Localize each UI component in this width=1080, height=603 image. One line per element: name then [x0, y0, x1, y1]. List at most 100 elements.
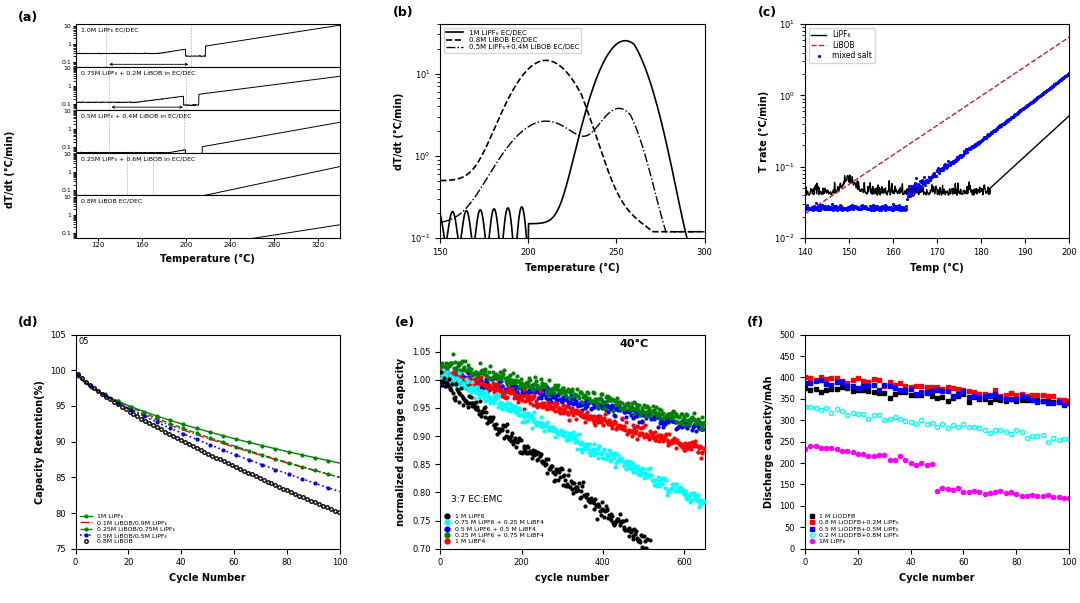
- Point: [591, 395, 608, 405]
- Point: [671, 440, 688, 450]
- Point: [463, 369, 481, 379]
- Point: [617, 526, 634, 535]
- Point: [435, 367, 453, 377]
- Point: [597, 501, 615, 511]
- Point: [441, 384, 458, 394]
- Point: [546, 380, 564, 390]
- Point: [578, 493, 595, 502]
- Point: [619, 426, 636, 435]
- Point: [654, 474, 672, 484]
- Point: [440, 359, 457, 368]
- 0.5 M LiODFB+0.5M LiPF₆: [889, 384, 902, 391]
- Point: [540, 385, 557, 395]
- Point: [559, 435, 577, 444]
- 1M LiPF₆: [798, 445, 811, 452]
- 0.8M LiBOB: [334, 510, 347, 517]
- Point: [465, 400, 483, 409]
- Point: [516, 383, 534, 393]
- Point: [537, 394, 554, 403]
- Point: [651, 431, 669, 440]
- Point: [579, 495, 596, 505]
- Point: [566, 390, 583, 399]
- Point: [637, 470, 654, 479]
- Point: [445, 370, 462, 380]
- Point: [618, 464, 635, 474]
- Point: [545, 476, 563, 485]
- Point: [611, 509, 629, 519]
- Point: [582, 404, 599, 414]
- Point: [671, 421, 688, 431]
- Point: [566, 484, 583, 493]
- Point: [542, 401, 559, 411]
- Point: [611, 455, 629, 465]
- Point: [681, 417, 699, 426]
- Point: [631, 410, 648, 420]
- Point: [604, 400, 621, 410]
- 0.2 M LiODFB+0.8M LiPF₆: [994, 426, 1007, 434]
- Point: [562, 476, 579, 486]
- Point: [649, 408, 666, 417]
- Point: [552, 396, 569, 406]
- Point: [658, 475, 675, 485]
- Y-axis label: T rate (°C/min): T rate (°C/min): [759, 90, 769, 172]
- Point: [637, 402, 654, 412]
- Point: [477, 381, 495, 391]
- Point: [674, 414, 691, 424]
- Point: [589, 514, 606, 523]
- Point: [444, 372, 461, 382]
- Point: [672, 440, 689, 449]
- Point: [485, 396, 502, 405]
- Point: [465, 379, 483, 388]
- Point: [664, 416, 681, 426]
- Point: [558, 470, 576, 480]
- Point: [474, 407, 491, 417]
- Point: [592, 411, 609, 421]
- Point: [579, 388, 596, 398]
- Point: [613, 414, 631, 424]
- Point: [585, 400, 603, 409]
- Point: [572, 400, 590, 409]
- Point: [437, 358, 455, 368]
- Point: [539, 417, 556, 427]
- Point: [688, 420, 705, 430]
- Point: [631, 535, 648, 545]
- Point: [583, 396, 600, 405]
- Point: [588, 415, 605, 425]
- Point: [624, 409, 642, 419]
- Text: 0.8M LiBOB EC/DEC: 0.8M LiBOB EC/DEC: [81, 199, 143, 204]
- Point: [529, 402, 546, 411]
- Point: [513, 435, 530, 445]
- Point: [480, 380, 497, 390]
- Point: [538, 381, 555, 391]
- Point: [526, 450, 543, 460]
- Point: [514, 447, 531, 457]
- 0.8M LiBOB: [82, 380, 95, 388]
- Point: [690, 418, 707, 428]
- 0.8 M LiODFB+0.2M LiPF₆: [814, 373, 827, 380]
- Point: [599, 419, 617, 429]
- Point: [436, 370, 454, 379]
- Point: [671, 438, 688, 447]
- Point: [491, 397, 509, 407]
- Point: [544, 404, 562, 414]
- Point: [572, 444, 590, 454]
- Point: [500, 374, 517, 384]
- Point: [569, 444, 586, 454]
- Point: [434, 380, 451, 390]
- Point: [516, 389, 534, 399]
- Point: [483, 416, 500, 426]
- 1M LiPF₆ EC/DEC: [698, 242, 711, 250]
- Point: [650, 405, 667, 414]
- Point: [638, 408, 656, 417]
- Point: [516, 396, 534, 406]
- Point: [496, 388, 513, 398]
- Point: [566, 390, 583, 400]
- Point: [624, 535, 642, 545]
- Point: [582, 396, 599, 406]
- Point: [510, 382, 527, 391]
- Point: [659, 417, 676, 427]
- 0.2 M LiODFB+0.8M LiPF₆: [1063, 435, 1076, 442]
- Point: [494, 380, 511, 390]
- Point: [521, 373, 538, 383]
- 0.5 M LiODFB+0.5M LiPF₆: [978, 392, 991, 399]
